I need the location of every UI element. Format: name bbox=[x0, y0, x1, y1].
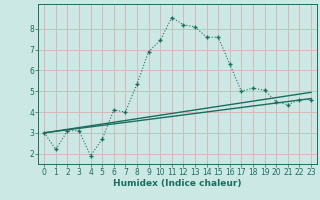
X-axis label: Humidex (Indice chaleur): Humidex (Indice chaleur) bbox=[113, 179, 242, 188]
